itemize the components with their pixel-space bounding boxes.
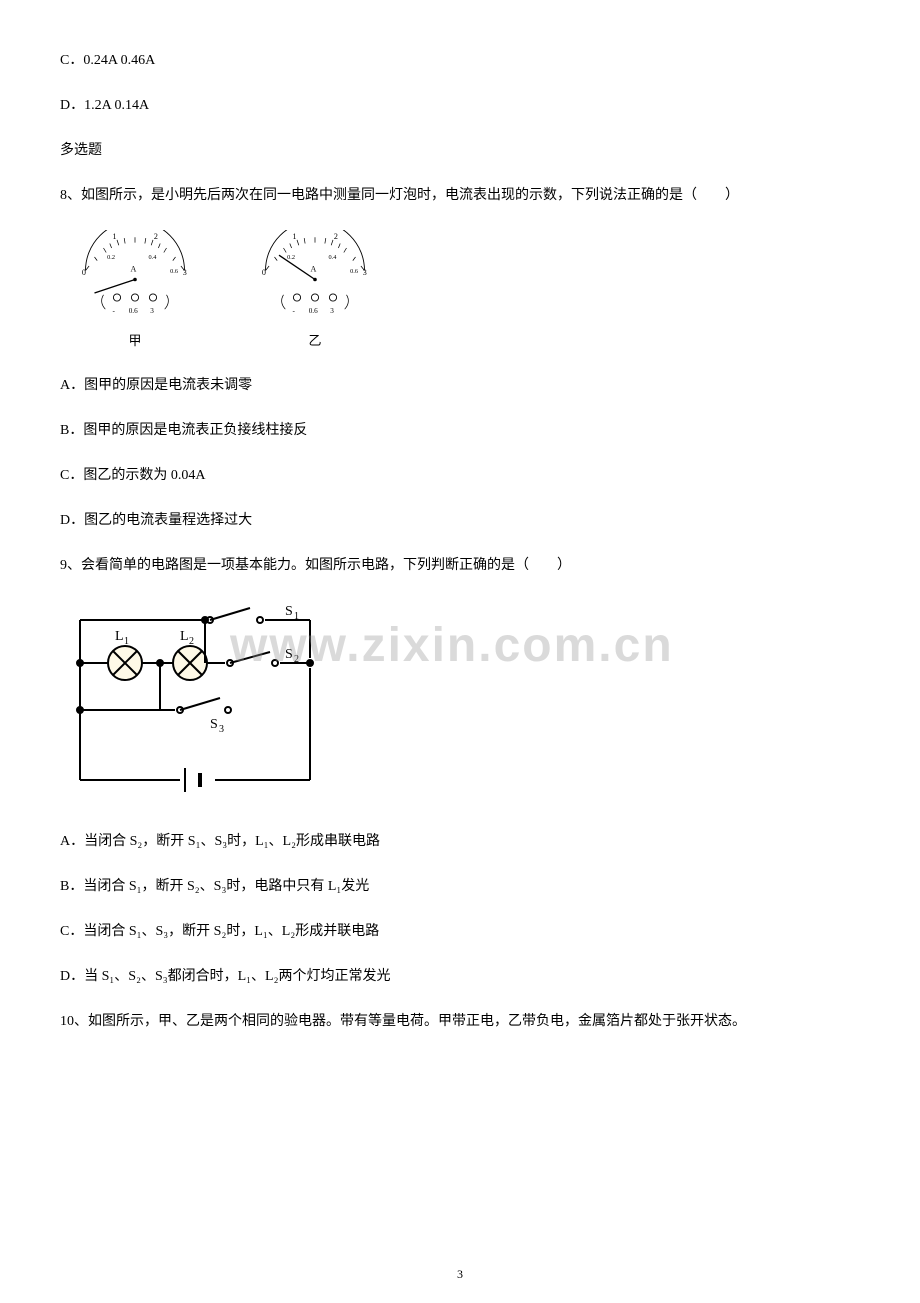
ammeter-jia-icon: 0 1 2 3 0.2 0.4 A 0.6 - 0.6 3 <box>60 230 210 320</box>
question-8: 8、如图所示，是小明先后两次在同一电路中测量同一灯泡时，电流表出现的示数，下列说… <box>60 185 860 206</box>
svg-text:0.4: 0.4 <box>329 254 338 261</box>
svg-text:0.6: 0.6 <box>170 268 178 275</box>
q9-option-d: D．当 S₁、S₂、S₃都闭合时，L₁、L₂两个灯均正常发光 <box>60 966 860 987</box>
svg-text:-: - <box>293 307 296 315</box>
svg-text:0.6: 0.6 <box>309 307 318 315</box>
question-10: 10、如图所示，甲、乙是两个相同的验电器。带有等量电荷。甲带正电，乙带负电，金属… <box>60 1011 860 1032</box>
svg-text:A: A <box>311 264 317 273</box>
svg-text:0.4: 0.4 <box>149 254 158 261</box>
q9-option-b: B．当闭合 S₁，断开 S₂、S₃时，电路中只有 L₁发光 <box>60 876 860 897</box>
svg-text:2: 2 <box>154 232 158 241</box>
svg-text:2: 2 <box>294 654 299 665</box>
svg-text:L: L <box>180 629 189 644</box>
circuit-icon: S1 S2 L1 L2 <box>60 600 330 800</box>
q9-option-c: C．当闭合 S₁、S₃，断开 S₂时，L₁、L₂形成并联电路 <box>60 921 860 942</box>
svg-text:0: 0 <box>262 268 266 277</box>
svg-text:1: 1 <box>294 611 299 622</box>
svg-text:0.6: 0.6 <box>129 307 138 315</box>
svg-text:-: - <box>113 307 116 315</box>
q8-option-d: D．图乙的电流表量程选择过大 <box>60 510 860 531</box>
svg-text:1: 1 <box>124 636 129 647</box>
svg-text:A: A <box>131 264 137 273</box>
q8-option-c: C．图乙的示数为 0.04A <box>60 465 860 486</box>
svg-text:1: 1 <box>293 232 297 241</box>
q8-option-a: A．图甲的原因是电流表未调零 <box>60 375 860 396</box>
svg-text:L: L <box>115 629 124 644</box>
svg-text:3: 3 <box>150 307 154 315</box>
page-number: 3 <box>457 1265 463 1283</box>
gauge-left: 0 1 2 3 0.2 0.4 A 0.6 - 0.6 3 甲 <box>60 230 210 351</box>
q8-option-b: B．图甲的原因是电流表正负接线柱接反 <box>60 420 860 441</box>
circuit-diagram: S1 S2 L1 L2 <box>60 600 860 807</box>
question-9: 9、会看简单的电路图是一项基本能力。如图所示电路，下列判断正确的是（ ） <box>60 555 860 576</box>
svg-text:2: 2 <box>189 636 194 647</box>
svg-text:3: 3 <box>183 268 187 277</box>
option-c: C．0.24A 0.46A <box>60 50 860 71</box>
svg-text:S: S <box>285 604 293 619</box>
svg-text:3: 3 <box>330 307 334 315</box>
svg-text:S: S <box>285 647 293 662</box>
svg-text:0: 0 <box>82 268 86 277</box>
svg-text:0.2: 0.2 <box>287 254 295 261</box>
svg-text:0.6: 0.6 <box>350 268 358 275</box>
svg-text:1: 1 <box>113 232 117 241</box>
option-d: D．1.2A 0.14A <box>60 95 860 116</box>
gauge-figures: 0 1 2 3 0.2 0.4 A 0.6 - 0.6 3 甲 <box>60 230 860 351</box>
ammeter-yi-icon: 0 1 2 3 0.2 0.4 A 0.6 - 0.6 3 <box>240 230 390 320</box>
svg-text:S: S <box>210 717 218 732</box>
gauge-left-caption: 甲 <box>60 331 210 351</box>
svg-text:0.2: 0.2 <box>107 254 115 261</box>
svg-text:2: 2 <box>334 232 338 241</box>
multi-choice-label: 多选题 <box>60 140 860 161</box>
svg-text:3: 3 <box>363 268 367 277</box>
q9-option-a: A．当闭合 S₂，断开 S₁、S₃时，L₁、L₂形成串联电路 <box>60 831 860 852</box>
gauge-right-caption: 乙 <box>240 331 390 351</box>
svg-text:3: 3 <box>219 724 224 735</box>
gauge-right: 0 1 2 3 0.2 0.4 A 0.6 - 0.6 3 乙 <box>240 230 390 351</box>
